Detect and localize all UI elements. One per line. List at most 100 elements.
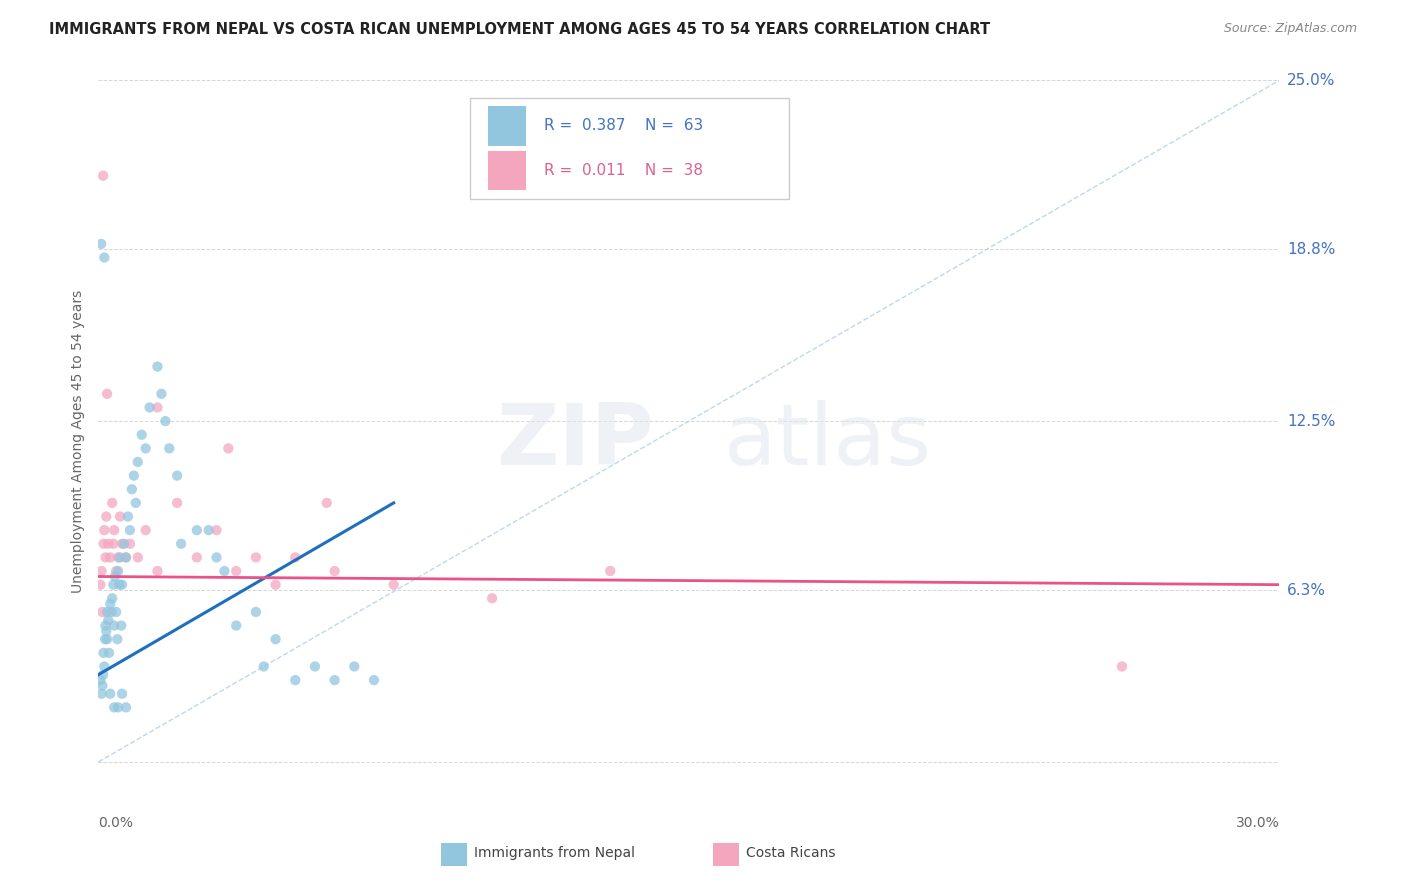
Point xyxy=(284,673,307,687)
Bar xyxy=(488,106,526,145)
Point xyxy=(108,577,131,591)
Point xyxy=(186,523,208,537)
Point xyxy=(94,632,117,647)
Point xyxy=(135,523,157,537)
Point xyxy=(98,597,121,611)
Point xyxy=(91,667,114,681)
Point xyxy=(96,624,118,638)
Point xyxy=(94,550,117,565)
Point xyxy=(304,659,326,673)
Point xyxy=(155,414,177,428)
Point xyxy=(104,569,127,583)
Text: R =  0.011    N =  38: R = 0.011 N = 38 xyxy=(544,163,703,178)
Point xyxy=(146,564,169,578)
Point xyxy=(93,251,115,265)
Point xyxy=(225,564,247,578)
Point xyxy=(100,605,122,619)
Point xyxy=(98,646,121,660)
Text: atlas: atlas xyxy=(724,400,932,483)
Point xyxy=(170,537,193,551)
Point xyxy=(122,468,145,483)
Point xyxy=(107,700,129,714)
Point xyxy=(146,359,169,374)
Point xyxy=(105,564,128,578)
Point xyxy=(105,605,128,619)
Point xyxy=(89,577,111,591)
Text: 25.0%: 25.0% xyxy=(1288,73,1336,87)
Text: Source: ZipAtlas.com: Source: ZipAtlas.com xyxy=(1223,22,1357,36)
Point xyxy=(599,564,621,578)
Point xyxy=(96,605,118,619)
Point xyxy=(127,455,149,469)
Text: ZIP: ZIP xyxy=(496,400,654,483)
Bar xyxy=(488,151,526,191)
Point xyxy=(131,427,153,442)
Text: 30.0%: 30.0% xyxy=(1236,816,1279,830)
Point xyxy=(115,550,138,565)
Point xyxy=(146,401,169,415)
Point xyxy=(150,387,173,401)
Point xyxy=(94,618,117,632)
Point xyxy=(91,605,114,619)
Point xyxy=(93,537,115,551)
Point xyxy=(205,550,228,565)
Point xyxy=(315,496,337,510)
Point xyxy=(225,618,247,632)
Point xyxy=(343,659,366,673)
Point xyxy=(264,577,287,591)
Point xyxy=(97,613,120,627)
Point xyxy=(93,646,115,660)
Point xyxy=(135,442,157,456)
Point xyxy=(121,482,143,496)
Point xyxy=(115,550,138,565)
Text: R =  0.387    N =  63: R = 0.387 N = 63 xyxy=(544,119,703,133)
Point xyxy=(1111,659,1133,673)
Point xyxy=(101,496,124,510)
Point xyxy=(125,496,148,510)
Point xyxy=(90,564,112,578)
Text: 12.5%: 12.5% xyxy=(1288,414,1336,428)
Point xyxy=(363,673,385,687)
Point xyxy=(115,700,138,714)
Point xyxy=(157,442,180,456)
Point xyxy=(90,687,112,701)
Bar xyxy=(441,843,467,866)
Point xyxy=(108,550,131,565)
Point xyxy=(186,550,208,565)
Point xyxy=(118,537,141,551)
Point xyxy=(108,509,131,524)
Point xyxy=(91,679,114,693)
Point xyxy=(245,550,267,565)
Point xyxy=(264,632,287,647)
Point xyxy=(197,523,219,537)
Point xyxy=(166,468,188,483)
Text: IMMIGRANTS FROM NEPAL VS COSTA RICAN UNEMPLOYMENT AMONG AGES 45 TO 54 YEARS CORR: IMMIGRANTS FROM NEPAL VS COSTA RICAN UNE… xyxy=(49,22,990,37)
Point xyxy=(91,169,114,183)
Point xyxy=(323,673,346,687)
Y-axis label: Unemployment Among Ages 45 to 54 years: Unemployment Among Ages 45 to 54 years xyxy=(70,290,84,593)
Point xyxy=(90,236,112,251)
Point xyxy=(96,632,118,647)
Text: Costa Ricans: Costa Ricans xyxy=(745,847,835,861)
Point xyxy=(205,523,228,537)
Point xyxy=(98,550,121,565)
Point xyxy=(111,537,134,551)
Point xyxy=(117,509,139,524)
Point xyxy=(93,523,115,537)
Bar xyxy=(713,843,738,866)
Point xyxy=(112,537,135,551)
Point xyxy=(284,550,307,565)
Point xyxy=(382,577,405,591)
Point xyxy=(481,591,503,606)
Text: 18.8%: 18.8% xyxy=(1288,242,1336,257)
Point xyxy=(96,509,118,524)
Point xyxy=(253,659,276,673)
Point xyxy=(103,577,125,591)
Text: 6.3%: 6.3% xyxy=(1288,582,1326,598)
Point xyxy=(323,564,346,578)
Point xyxy=(103,618,125,632)
Point xyxy=(105,632,128,647)
Point xyxy=(107,564,129,578)
FancyBboxPatch shape xyxy=(471,98,789,200)
Point xyxy=(111,687,134,701)
